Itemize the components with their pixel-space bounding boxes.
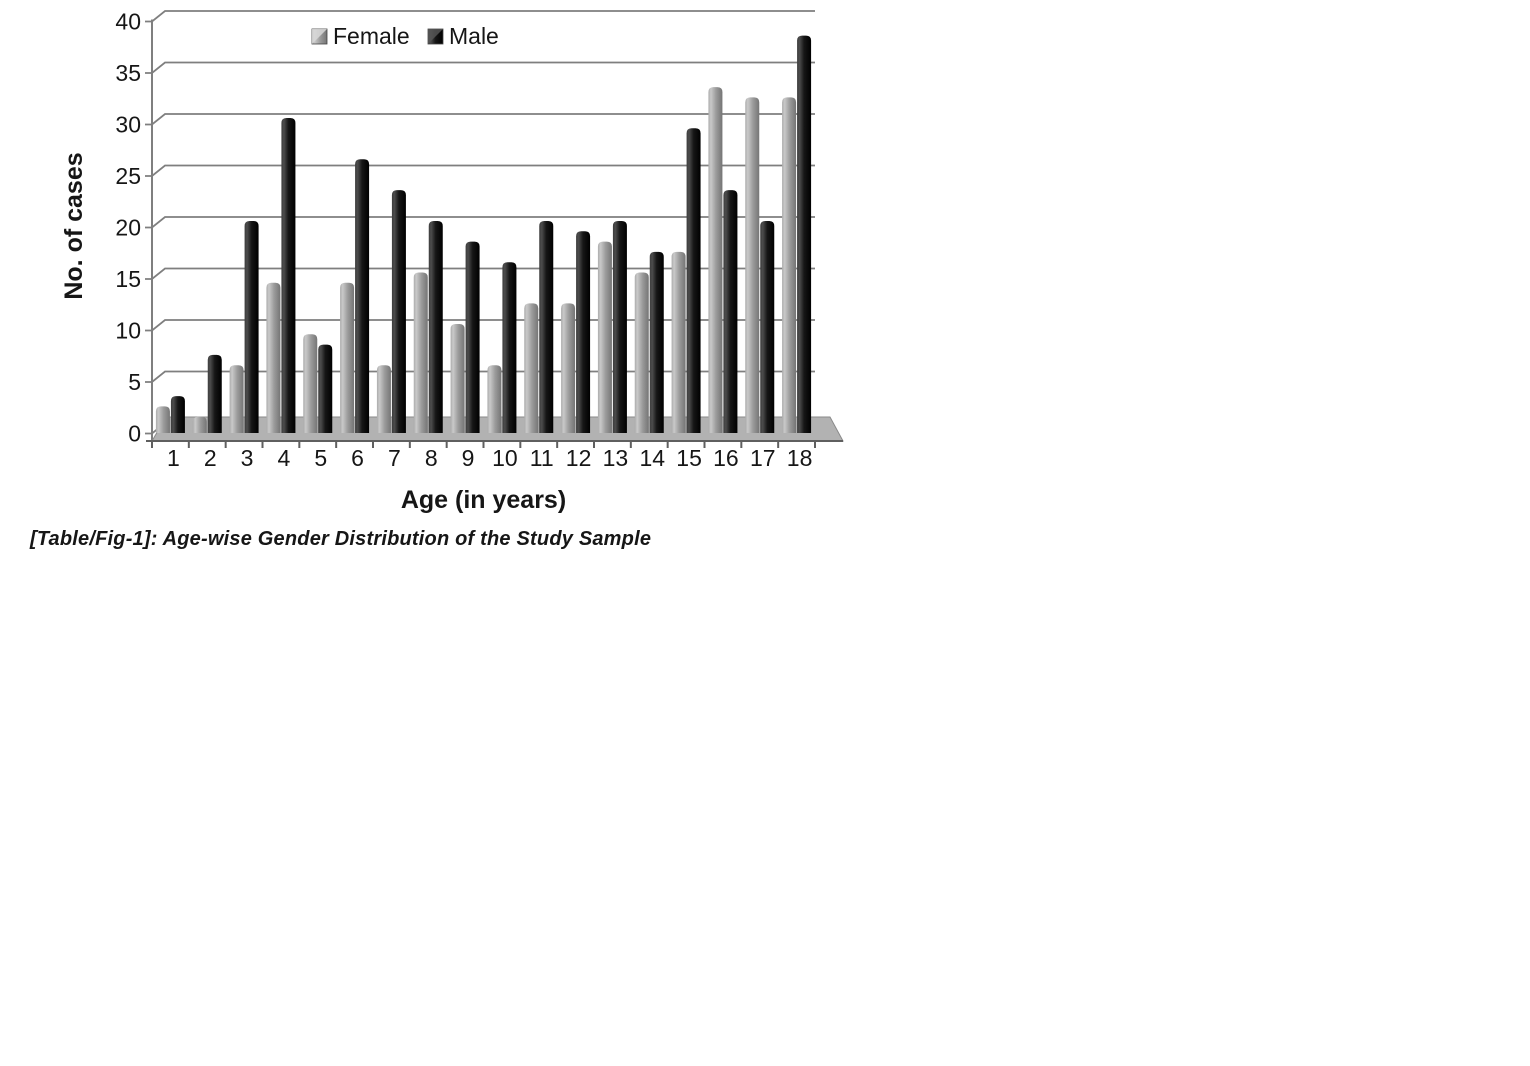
bar-male-age-12 [576, 231, 591, 433]
bar-female-age-17 [745, 97, 760, 434]
bar-female-age-15 [671, 251, 686, 433]
bar-female-age-3 [229, 365, 244, 433]
x-tick-label-5: 5 [314, 445, 327, 471]
bar-male-age-7 [391, 190, 406, 433]
x-tick-label-1: 1 [167, 445, 180, 471]
bar-female-age-7 [376, 365, 391, 433]
y-tick-label-15: 15 [115, 266, 141, 292]
y-tick-label-35: 35 [115, 60, 141, 86]
legend-female-label: Female [333, 23, 410, 49]
y-tick-label-10: 10 [115, 318, 141, 344]
bar-male-age-13 [612, 221, 627, 433]
x-tick-label-12: 12 [566, 445, 592, 471]
x-tick-label-4: 4 [278, 445, 291, 471]
x-tick-label-18: 18 [787, 445, 813, 471]
y-gridline-40 [145, 10, 815, 23]
x-tick-label-17: 17 [750, 445, 776, 471]
bar-male-age-3 [244, 221, 259, 433]
x-tick-label-8: 8 [425, 445, 438, 471]
x-axis-title: Age (in years) [401, 486, 566, 514]
y-gridline-30 [145, 113, 815, 126]
bar-female-age-13 [597, 241, 612, 433]
bar-male-age-1 [170, 396, 185, 433]
bar-male-age-6 [355, 159, 370, 433]
bar-female-age-9 [450, 324, 465, 433]
figure-caption: [Table/Fig-1]: Age-wise Gender Distribut… [30, 528, 652, 550]
y-gridline-10 [145, 319, 815, 332]
bar-female-age-16 [708, 87, 723, 433]
bar-male-age-2 [207, 354, 222, 433]
bar-female-age-10 [487, 365, 502, 433]
x-tick-label-3: 3 [241, 445, 254, 471]
y-axis-title: No. of cases [60, 152, 88, 299]
bar-female-age-8 [413, 272, 428, 433]
legend-female-key-highlight [312, 29, 327, 44]
y-tick-label-40: 40 [115, 9, 141, 35]
y-gridline-15 [145, 267, 815, 280]
bar-male-age-16 [723, 190, 738, 433]
x-tick-label-2: 2 [204, 445, 217, 471]
bar-female-age-12 [561, 303, 576, 433]
bar-male-age-15 [686, 128, 701, 434]
legend-male-key-highlight [428, 29, 443, 44]
bar-female-age-1 [155, 406, 170, 433]
y-tick-label-30: 30 [115, 112, 141, 138]
bar-male-age-10 [502, 262, 517, 433]
bar-female-age-2 [192, 416, 207, 433]
bar-male-age-8 [428, 221, 443, 433]
y-tick-label-25: 25 [115, 163, 141, 189]
x-tick-label-15: 15 [676, 445, 702, 471]
x-tick-label-11: 11 [530, 445, 554, 471]
y-tick-label-5: 5 [128, 369, 141, 395]
y-tick-label-20: 20 [115, 215, 141, 241]
bar-male-age-11 [539, 221, 554, 433]
bar-female-age-11 [524, 303, 539, 433]
y-tick-label-0: 0 [128, 421, 141, 447]
bar-male-age-18 [797, 35, 812, 433]
bar-female-age-18 [782, 97, 797, 434]
bar-male-age-5 [318, 344, 333, 433]
legend-male-label: Male [449, 23, 499, 49]
y-gridline-20 [145, 216, 815, 229]
age-gender-chart: 0 5 10 15 20 25 30 35 40 1 2 3 4 5 6 7 8 9 10 11 12 13 14 15 16 1… [0, 0, 870, 520]
x-tick-label-13: 13 [603, 445, 629, 471]
bar-male-age-17 [760, 221, 775, 433]
x-tick-label-6: 6 [351, 445, 364, 471]
bar-male-age-14 [649, 251, 664, 433]
x-tick-label-9: 9 [462, 445, 475, 471]
bar-female-age-6 [340, 282, 355, 433]
x-tick-label-7: 7 [388, 445, 401, 471]
y-gridline-35 [145, 61, 815, 74]
x-tick-label-10: 10 [492, 445, 518, 471]
x-tick-label-16: 16 [713, 445, 739, 471]
x-tick-label-14: 14 [639, 445, 665, 471]
y-gridline-25 [145, 164, 815, 177]
bar-male-age-4 [281, 118, 296, 433]
bar-female-age-5 [303, 334, 318, 433]
bar-female-age-14 [634, 272, 649, 433]
bar-male-age-9 [465, 241, 480, 433]
bar-female-age-4 [266, 282, 281, 433]
